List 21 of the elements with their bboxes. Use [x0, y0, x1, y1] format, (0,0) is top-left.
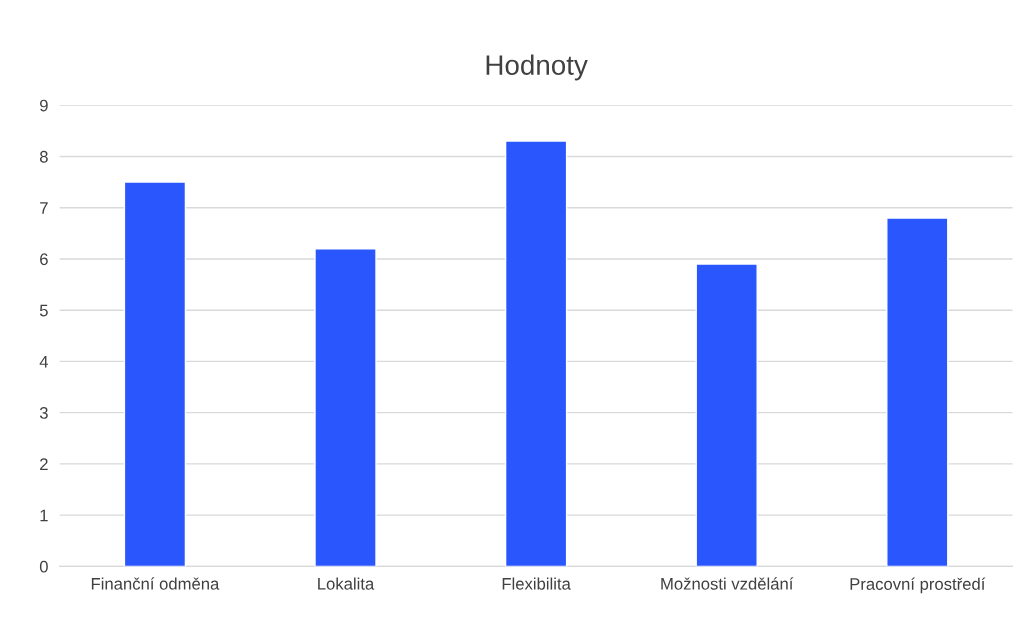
- x-tick-label: Lokalita: [318, 577, 375, 590]
- bar: [504, 140, 568, 567]
- x-tick-label: Pracovní prostředí: [850, 577, 986, 594]
- y-tick-label: 7: [40, 202, 48, 214]
- bar: [123, 181, 187, 567]
- y-tick-label: 2: [40, 458, 48, 470]
- x-tick-label: Možnosti vzdělání: [661, 577, 794, 590]
- x-tick-label: Flexibilita: [502, 577, 571, 590]
- bar: [886, 217, 949, 567]
- y-tick-label: 1: [40, 509, 48, 522]
- bar: [695, 263, 758, 567]
- y-tick-label: 5: [39, 304, 48, 317]
- y-tick-label: 9: [40, 99, 48, 112]
- y-tick-label: 8: [39, 150, 48, 163]
- chart-title: Hodnoty: [486, 54, 588, 81]
- y-tick-label: 0: [39, 560, 48, 573]
- y-tick-label: 3: [39, 407, 48, 419]
- bar: [314, 248, 377, 567]
- y-tick-label: 4: [39, 356, 49, 368]
- x-tick-label: Finanční odměna: [91, 577, 220, 590]
- y-tick-label: 6: [40, 253, 48, 266]
